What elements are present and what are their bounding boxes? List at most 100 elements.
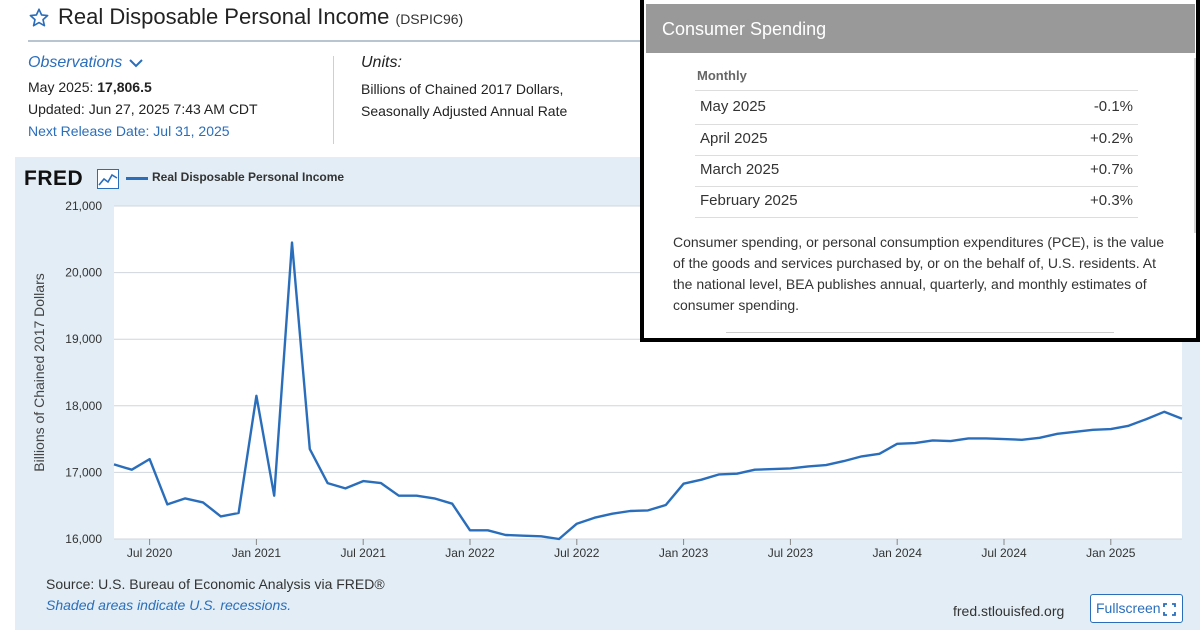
- units-text: Billions of Chained 2017 Dollars, Season…: [361, 81, 568, 119]
- data-point: [771, 468, 773, 470]
- consumer-spending-title: Consumer Spending: [662, 19, 827, 39]
- row-divider: [695, 217, 1138, 218]
- data-point: [309, 448, 311, 450]
- data-point: [789, 467, 791, 469]
- x-tick-label: Jan 2021: [232, 546, 282, 560]
- x-tick-label: Jul 2021: [341, 546, 387, 560]
- data-point: [131, 469, 133, 471]
- x-tick-label: Jul 2023: [768, 546, 814, 560]
- data-point: [967, 437, 969, 439]
- updated-date: Updated: Jun 27, 2025 7:43 AM CDT: [28, 101, 258, 117]
- row-divider: [695, 124, 1138, 125]
- data-point: [220, 515, 222, 517]
- page-title: Real Disposable Personal Income (DSPIC96…: [58, 4, 463, 30]
- consumer-spending-panel: Consumer Spending Monthly May 2025 -0.1%…: [640, 0, 1200, 342]
- data-point: [611, 512, 613, 514]
- fred-graph-icon: [97, 169, 119, 189]
- data-point: [878, 453, 880, 455]
- data-point: [1003, 438, 1005, 440]
- fred-site-link[interactable]: fred.stlouisfed.org: [953, 603, 1065, 619]
- data-point: [985, 437, 987, 439]
- row-value: +0.7%: [1090, 161, 1133, 178]
- legend-label: Real Disposable Personal Income: [152, 170, 345, 184]
- row-month: May 2025: [700, 98, 766, 115]
- data-point: [1092, 429, 1094, 431]
- data-point: [433, 497, 435, 499]
- units-label: Units:: [361, 54, 402, 71]
- series-line: [113, 241, 1183, 541]
- row-divider: [695, 186, 1138, 187]
- data-point: [754, 469, 756, 471]
- data-point: [576, 522, 578, 524]
- data-point: [843, 460, 845, 462]
- series-title: Real Disposable Personal Income: [58, 4, 390, 29]
- data-point: [291, 241, 293, 243]
- favorite-star-icon[interactable]: [28, 7, 50, 29]
- row-divider: [695, 155, 1138, 156]
- data-point: [718, 473, 720, 475]
- data-point: [469, 529, 471, 531]
- fullscreen-label: Fullscreen: [1096, 600, 1161, 616]
- y-tick-label: 18,000: [65, 399, 102, 413]
- data-point: [932, 439, 934, 441]
- data-point: [949, 440, 951, 442]
- header-divider: [28, 40, 640, 42]
- row-value: +0.2%: [1090, 130, 1133, 147]
- obs-period: May 2025:: [28, 79, 94, 95]
- scrollbar[interactable]: [1194, 58, 1196, 233]
- data-point: [736, 473, 738, 475]
- data-point: [1145, 418, 1147, 420]
- data-point: [202, 501, 204, 503]
- data-point: [1074, 431, 1076, 433]
- data-point: [273, 495, 275, 497]
- data-point: [682, 483, 684, 485]
- data-point: [504, 534, 506, 536]
- data-point: [237, 512, 239, 514]
- data-point: [540, 535, 542, 537]
- row-month: April 2025: [700, 130, 768, 147]
- x-tick-label: Jan 2025: [1086, 546, 1136, 560]
- row-month: February 2025: [700, 192, 798, 209]
- consumer-spending-description: Consumer spending, or personal consumpti…: [673, 234, 1165, 313]
- header-column-divider: [333, 56, 334, 144]
- series-id: (DSPIC96): [395, 11, 464, 27]
- data-point: [860, 455, 862, 457]
- data-point: [326, 482, 328, 484]
- observations-dropdown[interactable]: Observations: [28, 54, 143, 72]
- period-label: Monthly: [697, 68, 747, 83]
- data-point: [1021, 439, 1023, 441]
- fullscreen-icon: [1163, 603, 1176, 616]
- row-month: March 2025: [700, 161, 780, 178]
- data-point: [825, 464, 827, 466]
- chevron-down-icon: [129, 59, 143, 68]
- data-point: [665, 504, 667, 506]
- data-point: [914, 442, 916, 444]
- data-point: [184, 497, 186, 499]
- row-value: -0.1%: [1093, 98, 1133, 115]
- chart-source: Source: U.S. Bureau of Economic Analysis…: [46, 576, 385, 592]
- x-tick-label: Jan 2022: [445, 546, 495, 560]
- fullscreen-button[interactable]: Fullscreen: [1090, 594, 1183, 623]
- data-point: [807, 465, 809, 467]
- obs-value: 17,806.5: [97, 79, 152, 95]
- row-value: +0.3%: [1090, 192, 1133, 209]
- y-tick-label: 21,000: [65, 199, 102, 213]
- next-release-link[interactable]: Next Release Date: Jul 31, 2025: [28, 123, 230, 139]
- x-tick-label: Jul 2024: [981, 546, 1027, 560]
- table-row: February 2025 +0.3%: [695, 186, 1138, 217]
- fred-logo[interactable]: FRED: [24, 167, 84, 190]
- y-tick-label: 20,000: [65, 266, 102, 280]
- data-point: [398, 495, 400, 497]
- x-tick-label: Jan 2023: [659, 546, 709, 560]
- data-point: [700, 479, 702, 481]
- faint-divider: [726, 332, 1114, 333]
- y-axis-label: Billions of Chained 2017 Dollars: [31, 273, 47, 471]
- data-point: [647, 509, 649, 511]
- data-point: [522, 534, 524, 536]
- y-tick-label: 16,000: [65, 532, 102, 546]
- consumer-spending-header: Consumer Spending: [646, 4, 1195, 53]
- table-header-rule: [695, 90, 1138, 91]
- data-point: [1110, 428, 1112, 430]
- data-point: [1056, 433, 1058, 435]
- data-point: [148, 458, 150, 460]
